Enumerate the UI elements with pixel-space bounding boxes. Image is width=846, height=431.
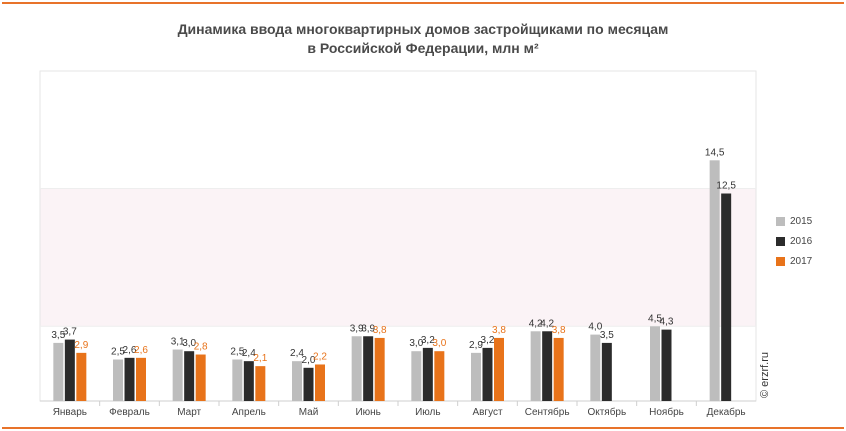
- data-label: 4,0: [588, 322, 602, 333]
- x-tick-label: Май: [299, 407, 319, 418]
- bar-2016: [422, 347, 433, 401]
- data-label: 3,7: [63, 327, 77, 338]
- bar-2016: [184, 351, 195, 401]
- bar-2017: [374, 337, 385, 401]
- bar-2015: [292, 361, 302, 401]
- data-label: 2,4: [242, 348, 256, 359]
- legend-label: 2016: [790, 235, 813, 247]
- x-tick-label: Март: [177, 407, 201, 418]
- bar-2015: [650, 326, 660, 401]
- legend-item-2015: 2015: [776, 214, 812, 228]
- bar-2016: [482, 347, 493, 401]
- bar-2015: [172, 349, 183, 401]
- data-label: 2,6: [123, 345, 137, 356]
- legend-item-2017: 2017: [776, 254, 812, 268]
- bar-2017: [136, 357, 146, 401]
- bar-2017: [195, 354, 206, 401]
- data-label: 4,5: [648, 313, 662, 324]
- bar-2015: [411, 351, 422, 401]
- data-label: 2,6: [134, 345, 148, 356]
- data-label: 2,4: [290, 348, 304, 359]
- x-tick-label: Октябрь: [587, 406, 626, 418]
- data-label: 2,9: [469, 340, 483, 351]
- bar-2015: [590, 334, 601, 401]
- legend-label: 2015: [790, 215, 813, 227]
- legend-label: 2017: [790, 255, 813, 267]
- data-label: 2,0: [302, 355, 316, 366]
- bar-2016: [64, 339, 75, 401]
- watermark: © erzrf.ru: [759, 352, 771, 398]
- chart-title-line-1: Динамика ввода многоквартирных домов зас…: [177, 21, 669, 37]
- bar-2015: [232, 359, 243, 401]
- data-label: 2,5: [230, 347, 244, 358]
- legend-item-2016: 2016: [776, 234, 812, 248]
- bar-2015: [351, 336, 362, 401]
- bottom-accent-rule: [2, 427, 844, 429]
- x-tick-label: Апрель: [232, 407, 266, 418]
- bar-2015: [113, 359, 123, 401]
- bar-2017: [494, 337, 504, 401]
- data-label: 4,2: [529, 318, 543, 329]
- x-tick-label: Декабрь: [707, 406, 746, 418]
- bar-2017: [553, 337, 564, 401]
- data-label: 3,9: [361, 323, 375, 334]
- bar-2016: [243, 361, 254, 401]
- data-label: 3,2: [481, 335, 495, 346]
- data-label: 2,2: [313, 351, 327, 362]
- bar-2015: [530, 331, 541, 401]
- bar-2016: [661, 329, 672, 401]
- bar-2016: [601, 342, 612, 401]
- x-tick-label: Сентябрь: [525, 406, 570, 418]
- data-label: 3,5: [51, 330, 65, 341]
- data-label: 4,3: [660, 317, 674, 328]
- bar-2016: [542, 331, 553, 401]
- x-tick-label: Июль: [415, 407, 441, 418]
- bar-2016: [303, 367, 314, 401]
- legend-swatch: [776, 236, 785, 246]
- data-label: 3,8: [552, 325, 566, 336]
- data-label: 3,9: [350, 323, 364, 334]
- data-label: 3,2: [421, 335, 435, 346]
- x-tick-label: Февраль: [109, 407, 150, 418]
- data-label: 12,5: [716, 181, 736, 192]
- data-label: 3,0: [432, 338, 446, 349]
- data-label: 2,9: [74, 340, 88, 351]
- data-label: 2,8: [194, 342, 208, 353]
- bar-2017: [434, 351, 445, 401]
- data-label: 2,5: [111, 347, 125, 358]
- bar-2015: [471, 352, 481, 401]
- legend-swatch: [776, 216, 785, 226]
- bar-2016: [124, 357, 135, 401]
- chart-title: Динамика ввода многоквартирных домов зас…: [0, 20, 846, 58]
- data-label: 3,8: [492, 325, 506, 336]
- x-tick-label: Ноябрь: [649, 406, 684, 418]
- data-label: 3,8: [373, 325, 387, 336]
- bar-2017: [255, 366, 266, 401]
- bar-2015: [53, 342, 64, 401]
- top-accent-rule: [2, 2, 844, 4]
- x-tick-label: Июнь: [355, 407, 380, 418]
- bar-2017: [315, 364, 325, 401]
- x-tick-label: Август: [472, 407, 503, 418]
- bar-2016: [721, 193, 732, 401]
- data-label: 3,0: [409, 338, 423, 349]
- legend-swatch: [776, 256, 785, 266]
- bar-2017: [76, 352, 87, 401]
- data-label: 2,1: [253, 353, 267, 364]
- data-label: 3,0: [182, 338, 196, 349]
- bar-2015: [709, 160, 720, 401]
- data-label: 3,1: [171, 337, 185, 348]
- data-label: 14,5: [705, 147, 725, 158]
- data-label: 4,2: [540, 318, 554, 329]
- bar-2016: [363, 336, 374, 401]
- chart-title-line-2: в Российской Федерации, млн м²: [307, 40, 539, 56]
- plot-band: [40, 188, 756, 327]
- data-label: 3,5: [600, 330, 614, 341]
- x-tick-label: Январь: [53, 407, 87, 418]
